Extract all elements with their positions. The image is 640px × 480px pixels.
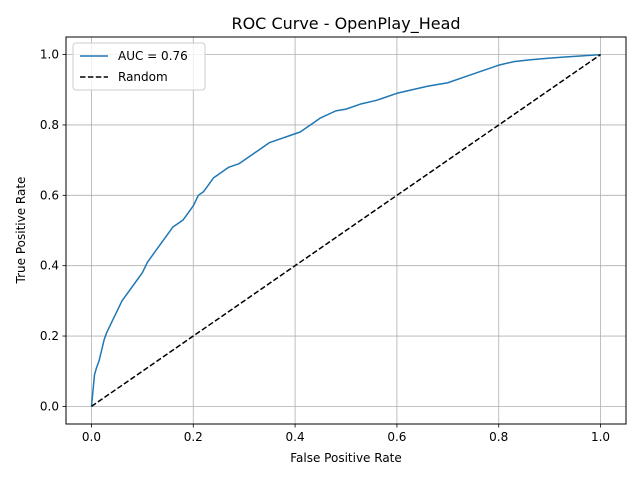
legend-label-auc: AUC = 0.76 xyxy=(118,49,188,63)
y-tick-label: 0.8 xyxy=(40,118,59,132)
legend-label-random: Random xyxy=(118,70,168,84)
y-tick-label: 0.0 xyxy=(40,399,59,413)
x-tick-label: 1.0 xyxy=(591,430,610,444)
chart-title: ROC Curve - OpenPlay_Head xyxy=(231,14,460,34)
y-tick-label: 0.4 xyxy=(40,259,59,273)
y-tick-label: 1.0 xyxy=(40,48,59,62)
x-tick-label: 0.8 xyxy=(489,430,508,444)
axes-frame xyxy=(65,36,627,425)
y-tick-label: 0.2 xyxy=(40,329,59,343)
x-tick-label: 0.4 xyxy=(286,430,305,444)
roc-curve-line xyxy=(90,53,601,407)
legend-box xyxy=(72,42,206,91)
legend: AUC = 0.76 Random xyxy=(72,42,206,91)
series-lines xyxy=(90,53,601,408)
x-tick-label: 0.2 xyxy=(184,430,203,444)
random-baseline-line xyxy=(91,53,601,408)
grid-lines xyxy=(66,37,626,424)
x-axis-label: False Positive Rate xyxy=(290,451,402,465)
x-tick-label: 0.6 xyxy=(387,430,406,444)
y-tick-label: 0.6 xyxy=(40,188,59,202)
y-axis-label: True Positive Rate xyxy=(14,177,28,285)
axis-ticks: 0.0 0.2 0.4 0.6 0.8 1.0 0.0 0.2 0.4 0.6 0.8 1.0 xyxy=(40,48,610,444)
x-tick-label: 0.0 xyxy=(82,430,101,444)
